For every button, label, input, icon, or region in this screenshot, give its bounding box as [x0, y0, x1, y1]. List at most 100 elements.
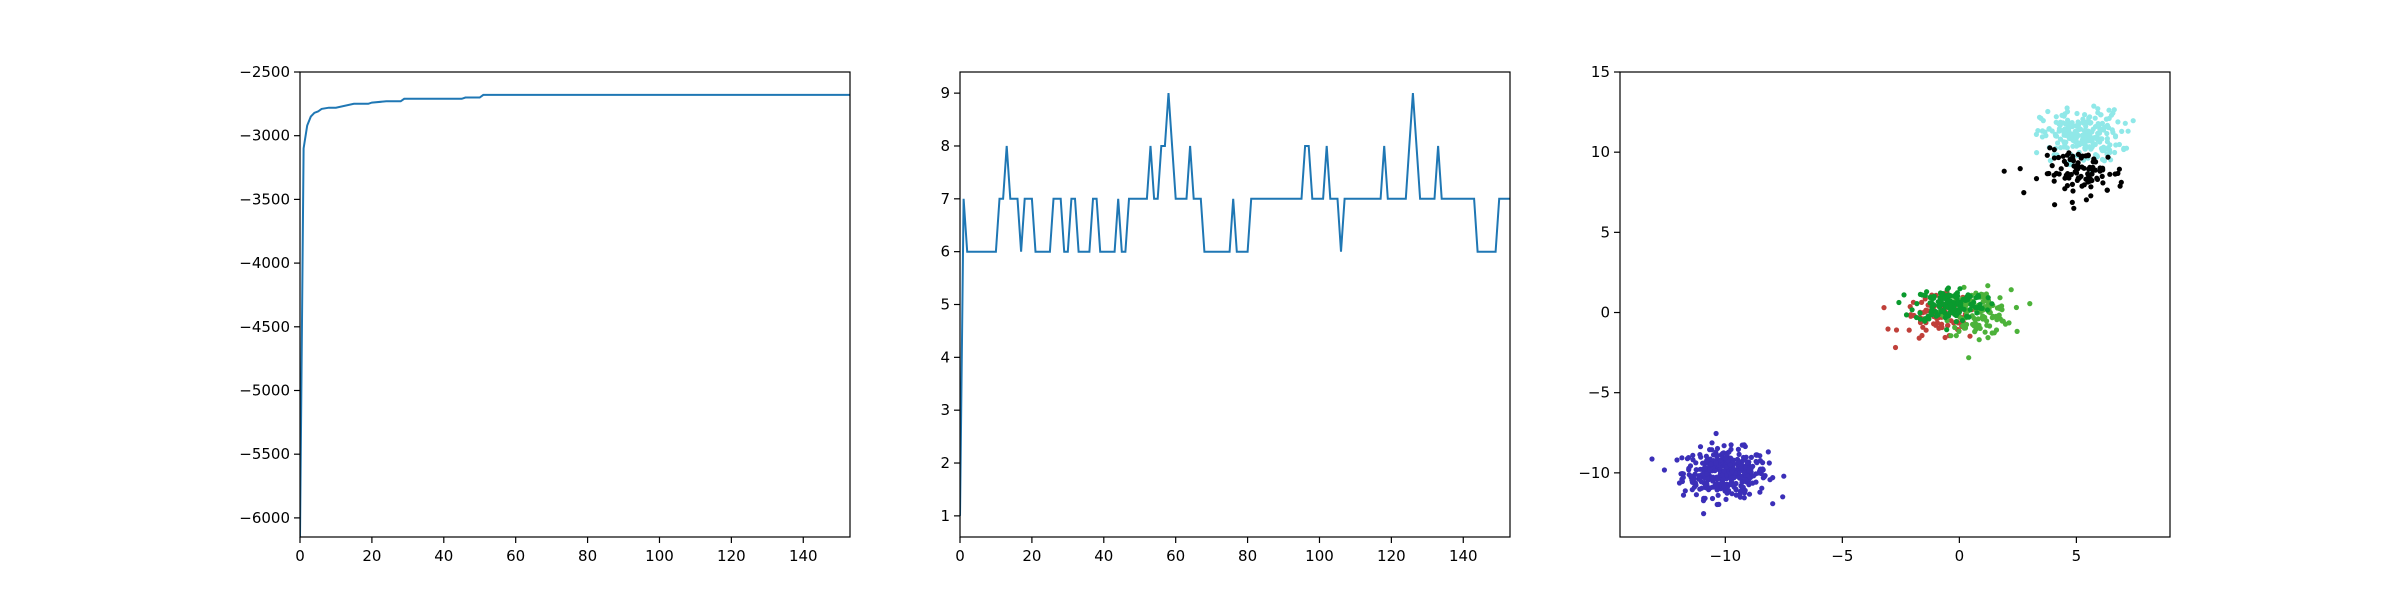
scatter-point — [2033, 176, 2040, 182]
scatter-point — [2066, 135, 2072, 141]
scatter-point — [1953, 333, 1959, 339]
scatter-point — [2092, 115, 2098, 121]
scatter-point — [1737, 475, 1743, 481]
scatter-point — [2107, 142, 2113, 148]
scatter-point — [1701, 510, 1707, 517]
scatter-point — [1909, 307, 1915, 313]
scatter-point — [1760, 467, 1766, 473]
scatter-point — [1999, 318, 2005, 324]
scatter-point — [1972, 317, 1978, 323]
scatter-point — [2104, 187, 2110, 193]
scatter-point — [1948, 333, 1954, 339]
loglik-trace-plot: 0 20 40 60 80 100 120 140 −6000 −5500 −5000 −4500 −4… — [239, 63, 851, 565]
scatter-point — [2071, 163, 2077, 169]
scatter-point — [2110, 129, 2116, 135]
plot-area — [960, 93, 1510, 516]
scatter-point — [2047, 158, 2053, 164]
scatter-point — [1680, 492, 1687, 498]
scatter-point — [1916, 335, 1922, 341]
scatter-point — [1707, 467, 1713, 473]
scatter-point — [1712, 468, 1718, 474]
scatter-point — [1751, 473, 1757, 479]
scatter-point — [2085, 152, 2091, 158]
scatter-point — [1929, 307, 1935, 313]
scatter-point — [1735, 446, 1741, 452]
scatter-point — [1699, 485, 1705, 491]
y-tick-label: 10 — [1591, 143, 1610, 161]
scatter-point — [2039, 128, 2046, 134]
scatter-point — [2108, 112, 2115, 118]
y-tick-label: −5000 — [239, 381, 290, 399]
scatter-point — [1957, 286, 1963, 292]
scatter-point — [1728, 446, 1734, 452]
scatter-point — [1703, 453, 1709, 459]
scatter-point — [2112, 134, 2119, 140]
y-tick-label: 7 — [940, 190, 950, 208]
x-tick-label: 60 — [506, 547, 525, 565]
scatter-point — [2056, 128, 2062, 134]
scatter-point — [2069, 199, 2075, 205]
scatter-point — [1709, 495, 1716, 502]
scatter-point — [1914, 301, 1920, 307]
x-tick-label: −5 — [1831, 547, 1853, 565]
scatter-point — [2107, 171, 2113, 177]
scatter-point — [2069, 181, 2075, 187]
scatter-point — [2125, 128, 2131, 134]
scatter-point — [2064, 105, 2070, 111]
scatter-point — [2079, 164, 2085, 170]
scatter-point — [2001, 168, 2007, 174]
scatter-point — [2049, 128, 2055, 134]
scatter-point — [2043, 133, 2049, 139]
y-tick-label: 1 — [940, 507, 950, 525]
scatter-point — [1952, 324, 1958, 331]
y-tick-label: −5500 — [239, 445, 290, 463]
scatter-point — [2051, 172, 2057, 178]
x-tick-label: 100 — [1305, 547, 1334, 565]
scatter-point — [1989, 301, 1995, 307]
scatter-point — [1938, 323, 1944, 329]
scatter-point — [1967, 307, 1973, 313]
cluster-4 — [2033, 103, 2136, 173]
cluster-count-trace-plot: 0 20 40 60 80 100 120 140 1 2 3 4 5 6 7 8 9 — [940, 71, 1511, 565]
scatter-point — [1704, 471, 1710, 477]
scatter-point — [2115, 119, 2121, 125]
scatter-point — [2082, 132, 2088, 138]
scatter-point — [1708, 476, 1715, 482]
scatter-point — [2116, 166, 2122, 172]
scatter-point — [1678, 471, 1684, 477]
scatter-point — [1702, 482, 1708, 488]
scatter-point — [1972, 329, 1978, 335]
scatter-point — [2112, 149, 2118, 156]
scatter-point — [1753, 452, 1759, 458]
scatter-point — [1729, 491, 1735, 497]
scatter-point — [2086, 115, 2092, 121]
scatter-point — [2051, 155, 2057, 161]
scatter-point — [1901, 292, 1907, 298]
scatter-point — [2122, 120, 2128, 126]
scatter-point — [1999, 307, 2005, 313]
axes-frame — [299, 71, 851, 538]
x-tick-label: 140 — [789, 547, 818, 565]
scatter-point — [1954, 295, 1960, 302]
scatter-point — [1761, 474, 1767, 480]
scatter-point — [1708, 461, 1714, 467]
scatter-point — [1682, 488, 1688, 494]
scatter-point — [1927, 294, 1933, 300]
scatter-point — [1688, 473, 1694, 479]
scatter-point — [2046, 170, 2052, 177]
scatter-point — [1714, 501, 1720, 508]
x-tick-label: 80 — [578, 547, 597, 565]
scatter-point — [1738, 465, 1744, 471]
scatter-point — [1964, 314, 1970, 320]
y-tick-label: −5 — [1588, 384, 1610, 402]
scatter-point — [2086, 144, 2093, 150]
scatter-point — [2036, 114, 2043, 120]
scatter-point — [1989, 330, 1995, 336]
scatter-point — [1690, 452, 1696, 458]
scatter-point — [1714, 476, 1720, 482]
scatter-point — [1746, 480, 1753, 487]
scatter-point — [1985, 283, 1991, 289]
scatter-point — [2099, 156, 2106, 163]
scatter-point — [1944, 327, 1950, 333]
scatter-point — [2063, 139, 2069, 145]
